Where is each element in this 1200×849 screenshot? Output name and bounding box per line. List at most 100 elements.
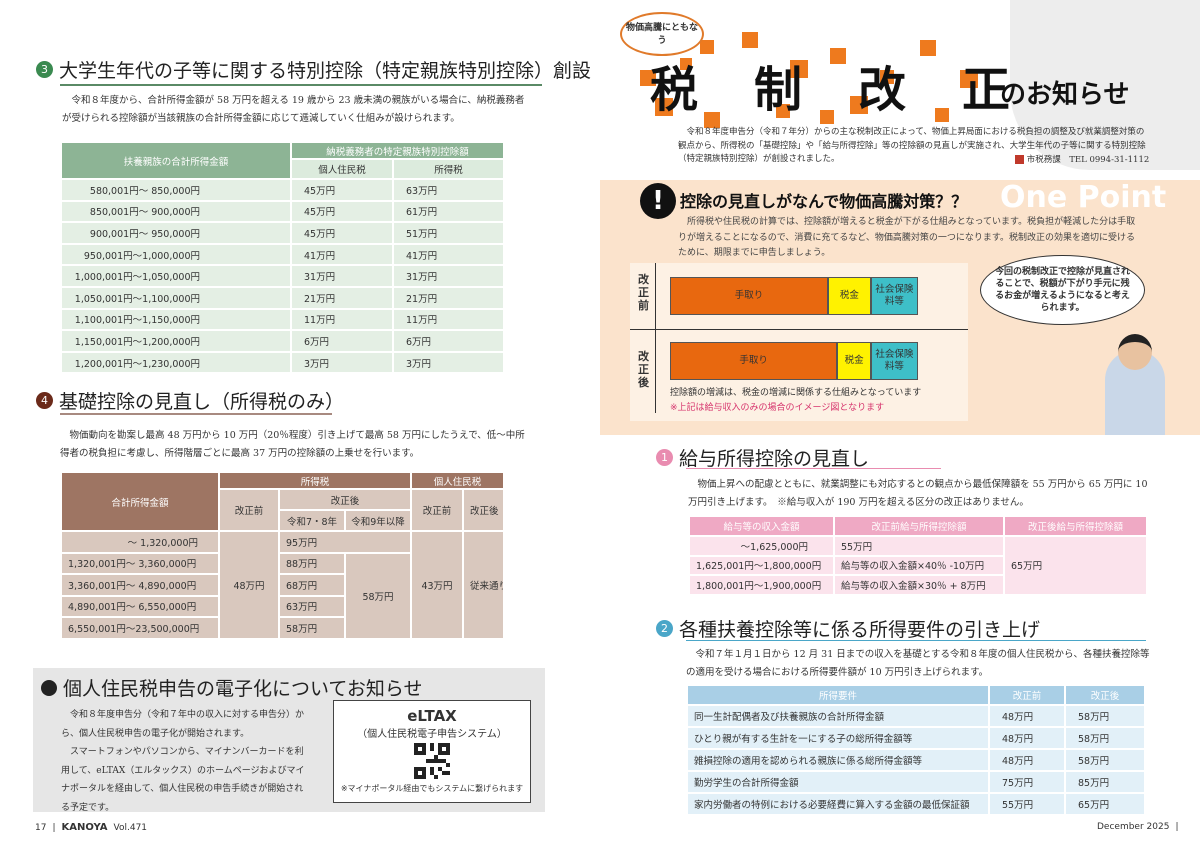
income-range: 1,100,001円～1,150,000円 <box>62 309 290 330</box>
resident-tax-value: 11万円 <box>292 309 392 330</box>
section4-number: 4 <box>36 392 53 409</box>
tax-segment: 税金 <box>827 277 871 315</box>
income-range: 580,001円～ 850,000円 <box>62 180 290 200</box>
staff-person-illustration <box>1105 334 1165 435</box>
title-char: 改 <box>857 62 906 118</box>
after-bar: 手取り 税金 社会保険料等 <box>670 342 918 380</box>
magazine-brand: KANOYA <box>61 822 108 833</box>
orange-tile <box>820 110 834 124</box>
intro-text: 令和８年度申告分（令和７年分）からの主な税制改正によって、物価上昇局面における税… <box>678 127 1146 164</box>
requirement: 家内労働者の特例における必要経費に算入する金額の最低保証額 <box>688 794 988 814</box>
footer-separator: | <box>52 823 56 833</box>
after-value: 58万円 <box>1066 706 1144 726</box>
requirement: 勤労学生の合計所得金額 <box>688 772 988 792</box>
income-tax-value: 41万円 <box>394 244 503 265</box>
income-range: 1,625,001円～1,800,000円 <box>690 556 833 574</box>
resident-tax-value: 45万円 <box>292 223 392 243</box>
comparison-diagram: 改正前 改正後 手取り 税金 社会保険料等 手取り 税金 社会保険料等 控除額の… <box>630 263 968 421</box>
income-range: 1,050,001円～1,100,000円 <box>62 287 290 308</box>
eltax-note: ※マイナポータル経由でもシステムに繋げられます <box>340 784 524 793</box>
income-tax-value: 11万円 <box>394 309 503 330</box>
section3-heading: 3 大学生年代の子等に関する特別控除（特定親族特別控除）創設 <box>36 56 591 83</box>
section1-number: 1 <box>656 449 673 466</box>
income-range: 850,001円～ 900,000円 <box>62 201 290 222</box>
col-resident: 個人住民税 <box>412 473 503 488</box>
income-range: 900,001円～ 950,000円 <box>62 223 290 243</box>
col-income: 合計所得金額 <box>62 473 218 530</box>
col-header: 改正前 <box>990 686 1064 704</box>
before-value: 48万円 <box>990 706 1064 726</box>
col-header: 給与等の収入金額 <box>690 517 833 535</box>
table-row: 4,890,001円～ 6,550,000円 63万円 <box>62 596 503 616</box>
one-point-body: 所得税や住民税の計算では、控除額が増えると税金が下がる仕組みとなっています。税負… <box>678 217 1136 258</box>
col-income: 扶養親族の合計所得金額 <box>62 143 290 178</box>
main-title: 税 制 改 正 <box>650 50 1010 120</box>
table-row: 900,001円～ 950,000円 45万円 51万円 <box>62 223 503 243</box>
resident-tax-value: 3万円 <box>292 352 392 373</box>
income-range: 3,360,001円～ 4,890,000円 <box>62 575 218 595</box>
col-header: 改正後給与所得控除額 <box>1005 517 1146 535</box>
specific-relative-table: 扶養親族の合計所得金額 納税義務者の特定親族特別控除額 個人住民税 所得税 58… <box>60 141 505 374</box>
table-row: ～1,625,000円 55万円 65万円 <box>690 537 1146 594</box>
footer-separator: | <box>1175 822 1179 832</box>
col-r9: 令和9年以降 <box>346 511 410 530</box>
table-row: 1,320,001円～ 3,360,000円 88万円 58万円 <box>62 553 503 638</box>
r9-value: 58万円 <box>346 553 410 638</box>
col-it-before: 改正前 <box>220 490 278 530</box>
income-range: 1,800,001円～1,900,000円 <box>690 576 833 594</box>
section4-rule <box>60 413 332 415</box>
section3-body: 令和８年度から、合計所得金額が 58 万円を超える 19 歳から 23 歳未満の… <box>62 95 525 124</box>
col-resident: 個人住民税 <box>292 160 392 178</box>
resident-tax-value: 21万円 <box>292 287 392 308</box>
income-range: ～1,625,000円 <box>690 537 833 555</box>
after-value: 65万円 <box>1005 537 1146 594</box>
table-row: 6,550,001円～23,500,000円 58万円 <box>62 618 503 638</box>
col-group: 納税義務者の特定親族特別控除額 <box>292 143 503 158</box>
efile-p2: スマートフォンやパソコンから、マイナンバーカードを利用して、eLTAX（エルタッ… <box>61 747 305 813</box>
before-value: 給与等の収入金額×30％ + 8万円 <box>835 576 1003 594</box>
orange-tile <box>704 112 720 128</box>
qr-code-icon[interactable] <box>414 743 450 779</box>
efile-section: 個人住民税申告の電子化についてお知らせ 令和８年度申告分（令和７年中の収入に対す… <box>33 668 545 813</box>
one-point-watermark: One Point <box>1000 180 1167 215</box>
income-range: 1,200,001円～1,230,000円 <box>62 352 290 373</box>
after-value: 85万円 <box>1066 772 1144 792</box>
eltax-box[interactable]: eLTAX （個人住民税電子申告システム） ※マイナポータル経由でもシステムに繋… <box>333 700 531 803</box>
after-label: 改正後 <box>638 350 649 389</box>
after-value: 65万円 <box>1066 794 1144 814</box>
income-range: 1,150,001円～1,200,000円 <box>62 331 290 351</box>
social-segment: 社会保険料等 <box>870 342 918 380</box>
salary-deduction-table: 給与等の収入金額 改正前給与所得控除額 改正後給与所得控除額 ～1,625,000円… <box>688 515 1148 596</box>
res-before-value: 43万円 <box>412 532 462 638</box>
speech-text: 今回の税制改正で控除が見直されることで、税額が下がり手元に残るお金が増えるように… <box>995 267 1131 313</box>
orange-tile <box>850 96 868 114</box>
section3-rule <box>60 84 542 86</box>
section1-title: 給与所得控除の見直し <box>679 448 870 470</box>
title-char: 税 <box>650 62 699 118</box>
eltax-title: eLTAX <box>407 707 457 725</box>
before-value: 給与等の収入金額×40％ -10万円 <box>835 556 1003 574</box>
tax-watermark-emblem <box>1010 0 1200 170</box>
resident-tax-value: 31万円 <box>292 266 392 286</box>
table-row: 1,000,001円～1,050,000円 31万円 31万円 <box>62 266 503 286</box>
take-home-segment: 手取り <box>670 342 838 380</box>
income-range: 1,320,001円～ 3,360,000円 <box>62 553 218 573</box>
eltax-subtitle: （個人住民税電子申告システム） <box>357 729 507 740</box>
resident-tax-value: 41万円 <box>292 244 392 265</box>
table-row: 1,050,001円～1,100,000円 21万円 21万円 <box>62 287 503 308</box>
magazine-volume: Vol.471 <box>113 823 148 833</box>
section2-title: 各種扶養控除等に係る所得要件の引き上げ <box>679 619 1041 641</box>
table-row: ひとり親が有する生計を一にする子の総所得金額等 48万円 58万円 <box>688 728 1144 748</box>
col-header: 改正後 <box>1066 686 1144 704</box>
section1-body: 物価上昇への配慮とともに、就業調整にも対応するとの観点から最低保障額を 55 万… <box>688 479 1148 508</box>
table-row: 勤労学生の合計所得金額 75万円 85万円 <box>688 772 1144 792</box>
r78-value: 63万円 <box>280 596 344 616</box>
income-tax-value: 21万円 <box>394 287 503 308</box>
r78-value: 95万円 <box>280 532 410 552</box>
orange-tile <box>742 32 758 48</box>
table-row: ～ 1,320,000円 48万円 95万円 43万円 従来通り <box>62 532 503 638</box>
after-value: 58万円 <box>1066 728 1144 748</box>
efile-p1: 令和８年度申告分（令和７年中の収入に対する申告分）から、個人住民税申告の電子化が… <box>61 710 305 739</box>
col-res-after: 改正後 <box>464 490 503 530</box>
table-row: 1,100,001円～1,150,000円 11万円 11万円 <box>62 309 503 330</box>
